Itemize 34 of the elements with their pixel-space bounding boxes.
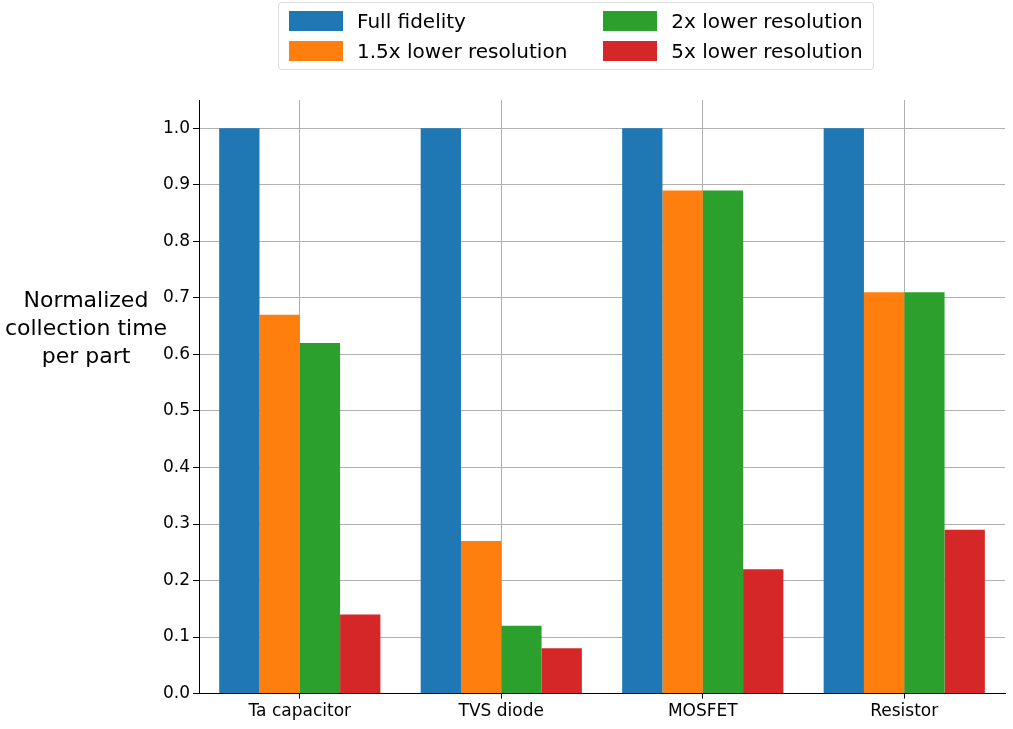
bar — [541, 648, 582, 694]
x-tick-label: Ta capacitor — [247, 700, 352, 721]
y-tick-label: 0.0 — [162, 682, 191, 703]
bar — [340, 614, 381, 694]
bar — [219, 128, 260, 694]
bar — [823, 128, 864, 694]
bar — [299, 343, 341, 694]
bar — [420, 128, 461, 694]
x-tick-label: TVS diode — [457, 700, 544, 721]
bar — [501, 625, 542, 694]
legend-label: 1.5x lower resolution — [357, 39, 568, 63]
y-tick-label: 0.3 — [162, 512, 191, 533]
bar — [662, 190, 703, 694]
bar — [743, 569, 784, 694]
y-tick-label: 0.1 — [162, 625, 191, 646]
legend-label: Full fidelity — [357, 9, 466, 33]
y-tick-label: 1.0 — [162, 116, 191, 137]
y-tick-label: 0.5 — [162, 399, 191, 420]
bar — [702, 190, 744, 694]
y-tick-label: 0.2 — [162, 568, 191, 589]
y-tick-label: 0.7 — [162, 286, 191, 307]
bar — [944, 529, 985, 694]
bar — [460, 540, 502, 694]
bar — [259, 314, 300, 694]
y-tick-label: 0.4 — [162, 455, 191, 476]
bar — [904, 292, 945, 694]
bar — [622, 128, 663, 694]
legend-label: 2x lower resolution — [671, 9, 863, 33]
x-tick-label: Resistor — [870, 700, 939, 721]
legend-label: 5x lower resolution — [671, 39, 863, 63]
bar — [863, 292, 905, 694]
y-tick-label: 0.8 — [162, 229, 191, 250]
y-tick-label: 0.9 — [162, 173, 191, 194]
x-tick-label: MOSFET — [667, 700, 739, 721]
